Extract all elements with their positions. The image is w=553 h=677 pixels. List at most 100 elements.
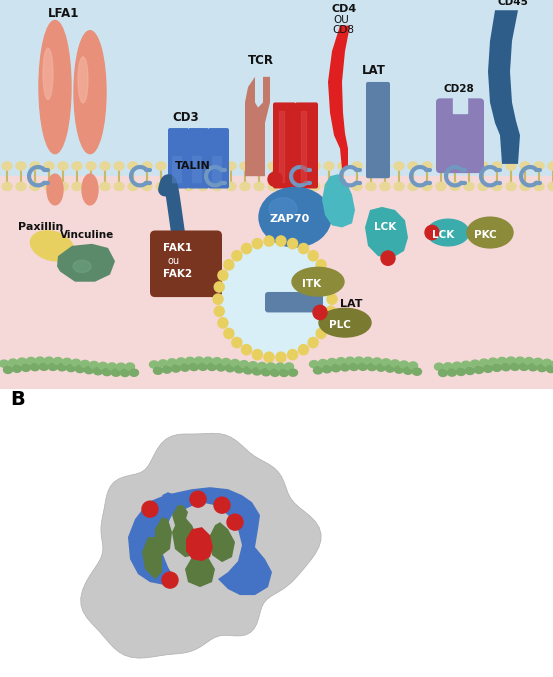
FancyBboxPatch shape (150, 230, 222, 297)
Circle shape (288, 349, 298, 359)
Circle shape (299, 244, 309, 254)
Ellipse shape (149, 361, 159, 368)
Ellipse shape (259, 188, 331, 247)
Ellipse shape (275, 363, 284, 370)
FancyBboxPatch shape (208, 128, 229, 188)
Ellipse shape (207, 364, 217, 370)
Ellipse shape (493, 364, 502, 372)
Ellipse shape (35, 357, 44, 364)
Ellipse shape (62, 358, 71, 366)
Ellipse shape (394, 366, 404, 373)
Ellipse shape (117, 363, 126, 370)
Ellipse shape (506, 162, 516, 170)
Ellipse shape (253, 368, 262, 375)
Ellipse shape (16, 162, 26, 170)
Ellipse shape (399, 361, 409, 368)
Ellipse shape (212, 182, 222, 190)
Ellipse shape (74, 30, 106, 154)
Ellipse shape (474, 366, 483, 374)
Circle shape (218, 318, 228, 328)
Ellipse shape (217, 364, 226, 371)
FancyBboxPatch shape (436, 98, 484, 173)
Ellipse shape (13, 365, 22, 372)
Ellipse shape (464, 162, 474, 170)
Ellipse shape (324, 162, 334, 170)
Ellipse shape (366, 162, 376, 170)
Circle shape (264, 352, 274, 362)
Circle shape (227, 514, 243, 530)
Ellipse shape (190, 364, 199, 370)
Ellipse shape (456, 368, 466, 376)
Polygon shape (185, 552, 215, 587)
Ellipse shape (534, 182, 544, 190)
Ellipse shape (529, 364, 538, 371)
Ellipse shape (176, 358, 185, 365)
Ellipse shape (73, 260, 91, 273)
Text: LAT: LAT (340, 299, 363, 309)
Ellipse shape (198, 182, 208, 190)
Ellipse shape (520, 182, 530, 190)
Ellipse shape (180, 364, 190, 371)
Ellipse shape (76, 366, 85, 372)
Ellipse shape (404, 367, 413, 374)
Ellipse shape (39, 20, 71, 154)
Text: TALIN: TALIN (175, 161, 211, 171)
Ellipse shape (49, 364, 58, 370)
Ellipse shape (346, 357, 354, 364)
Ellipse shape (464, 182, 474, 190)
Ellipse shape (467, 217, 513, 248)
Ellipse shape (352, 182, 362, 190)
Ellipse shape (27, 357, 35, 364)
Bar (0, 0, 553, 176)
Ellipse shape (170, 182, 180, 190)
Circle shape (232, 337, 242, 348)
Ellipse shape (479, 359, 488, 366)
Ellipse shape (408, 162, 418, 170)
Ellipse shape (30, 162, 40, 170)
Ellipse shape (156, 182, 166, 190)
Bar (301, 110, 306, 182)
Circle shape (268, 172, 282, 186)
Ellipse shape (452, 362, 462, 369)
Ellipse shape (483, 365, 493, 372)
Ellipse shape (413, 368, 421, 375)
Circle shape (242, 345, 252, 355)
Polygon shape (128, 487, 272, 595)
Circle shape (214, 497, 230, 513)
Ellipse shape (436, 162, 446, 170)
Ellipse shape (358, 363, 368, 370)
Ellipse shape (39, 363, 49, 370)
Ellipse shape (240, 182, 250, 190)
Ellipse shape (548, 182, 553, 190)
Ellipse shape (199, 363, 207, 370)
Bar (0, 176, 553, 389)
Circle shape (326, 306, 336, 316)
Ellipse shape (81, 360, 90, 368)
Ellipse shape (450, 182, 460, 190)
Circle shape (316, 260, 326, 270)
Text: B: B (10, 390, 25, 410)
Ellipse shape (254, 182, 264, 190)
Ellipse shape (142, 182, 152, 190)
Ellipse shape (319, 359, 327, 367)
Text: ZAP70: ZAP70 (270, 215, 310, 224)
Ellipse shape (226, 182, 236, 190)
Ellipse shape (18, 358, 27, 365)
FancyBboxPatch shape (188, 128, 209, 188)
Ellipse shape (478, 182, 488, 190)
Circle shape (214, 306, 225, 316)
Ellipse shape (394, 182, 404, 190)
Ellipse shape (43, 48, 53, 100)
Ellipse shape (520, 162, 530, 170)
Ellipse shape (534, 162, 544, 170)
Ellipse shape (114, 162, 124, 170)
Ellipse shape (2, 182, 12, 190)
FancyBboxPatch shape (192, 156, 202, 183)
Ellipse shape (86, 162, 96, 170)
Circle shape (213, 294, 223, 304)
Ellipse shape (382, 359, 390, 366)
Ellipse shape (471, 360, 479, 368)
Ellipse shape (58, 182, 68, 190)
Circle shape (232, 250, 242, 261)
Ellipse shape (226, 162, 236, 170)
